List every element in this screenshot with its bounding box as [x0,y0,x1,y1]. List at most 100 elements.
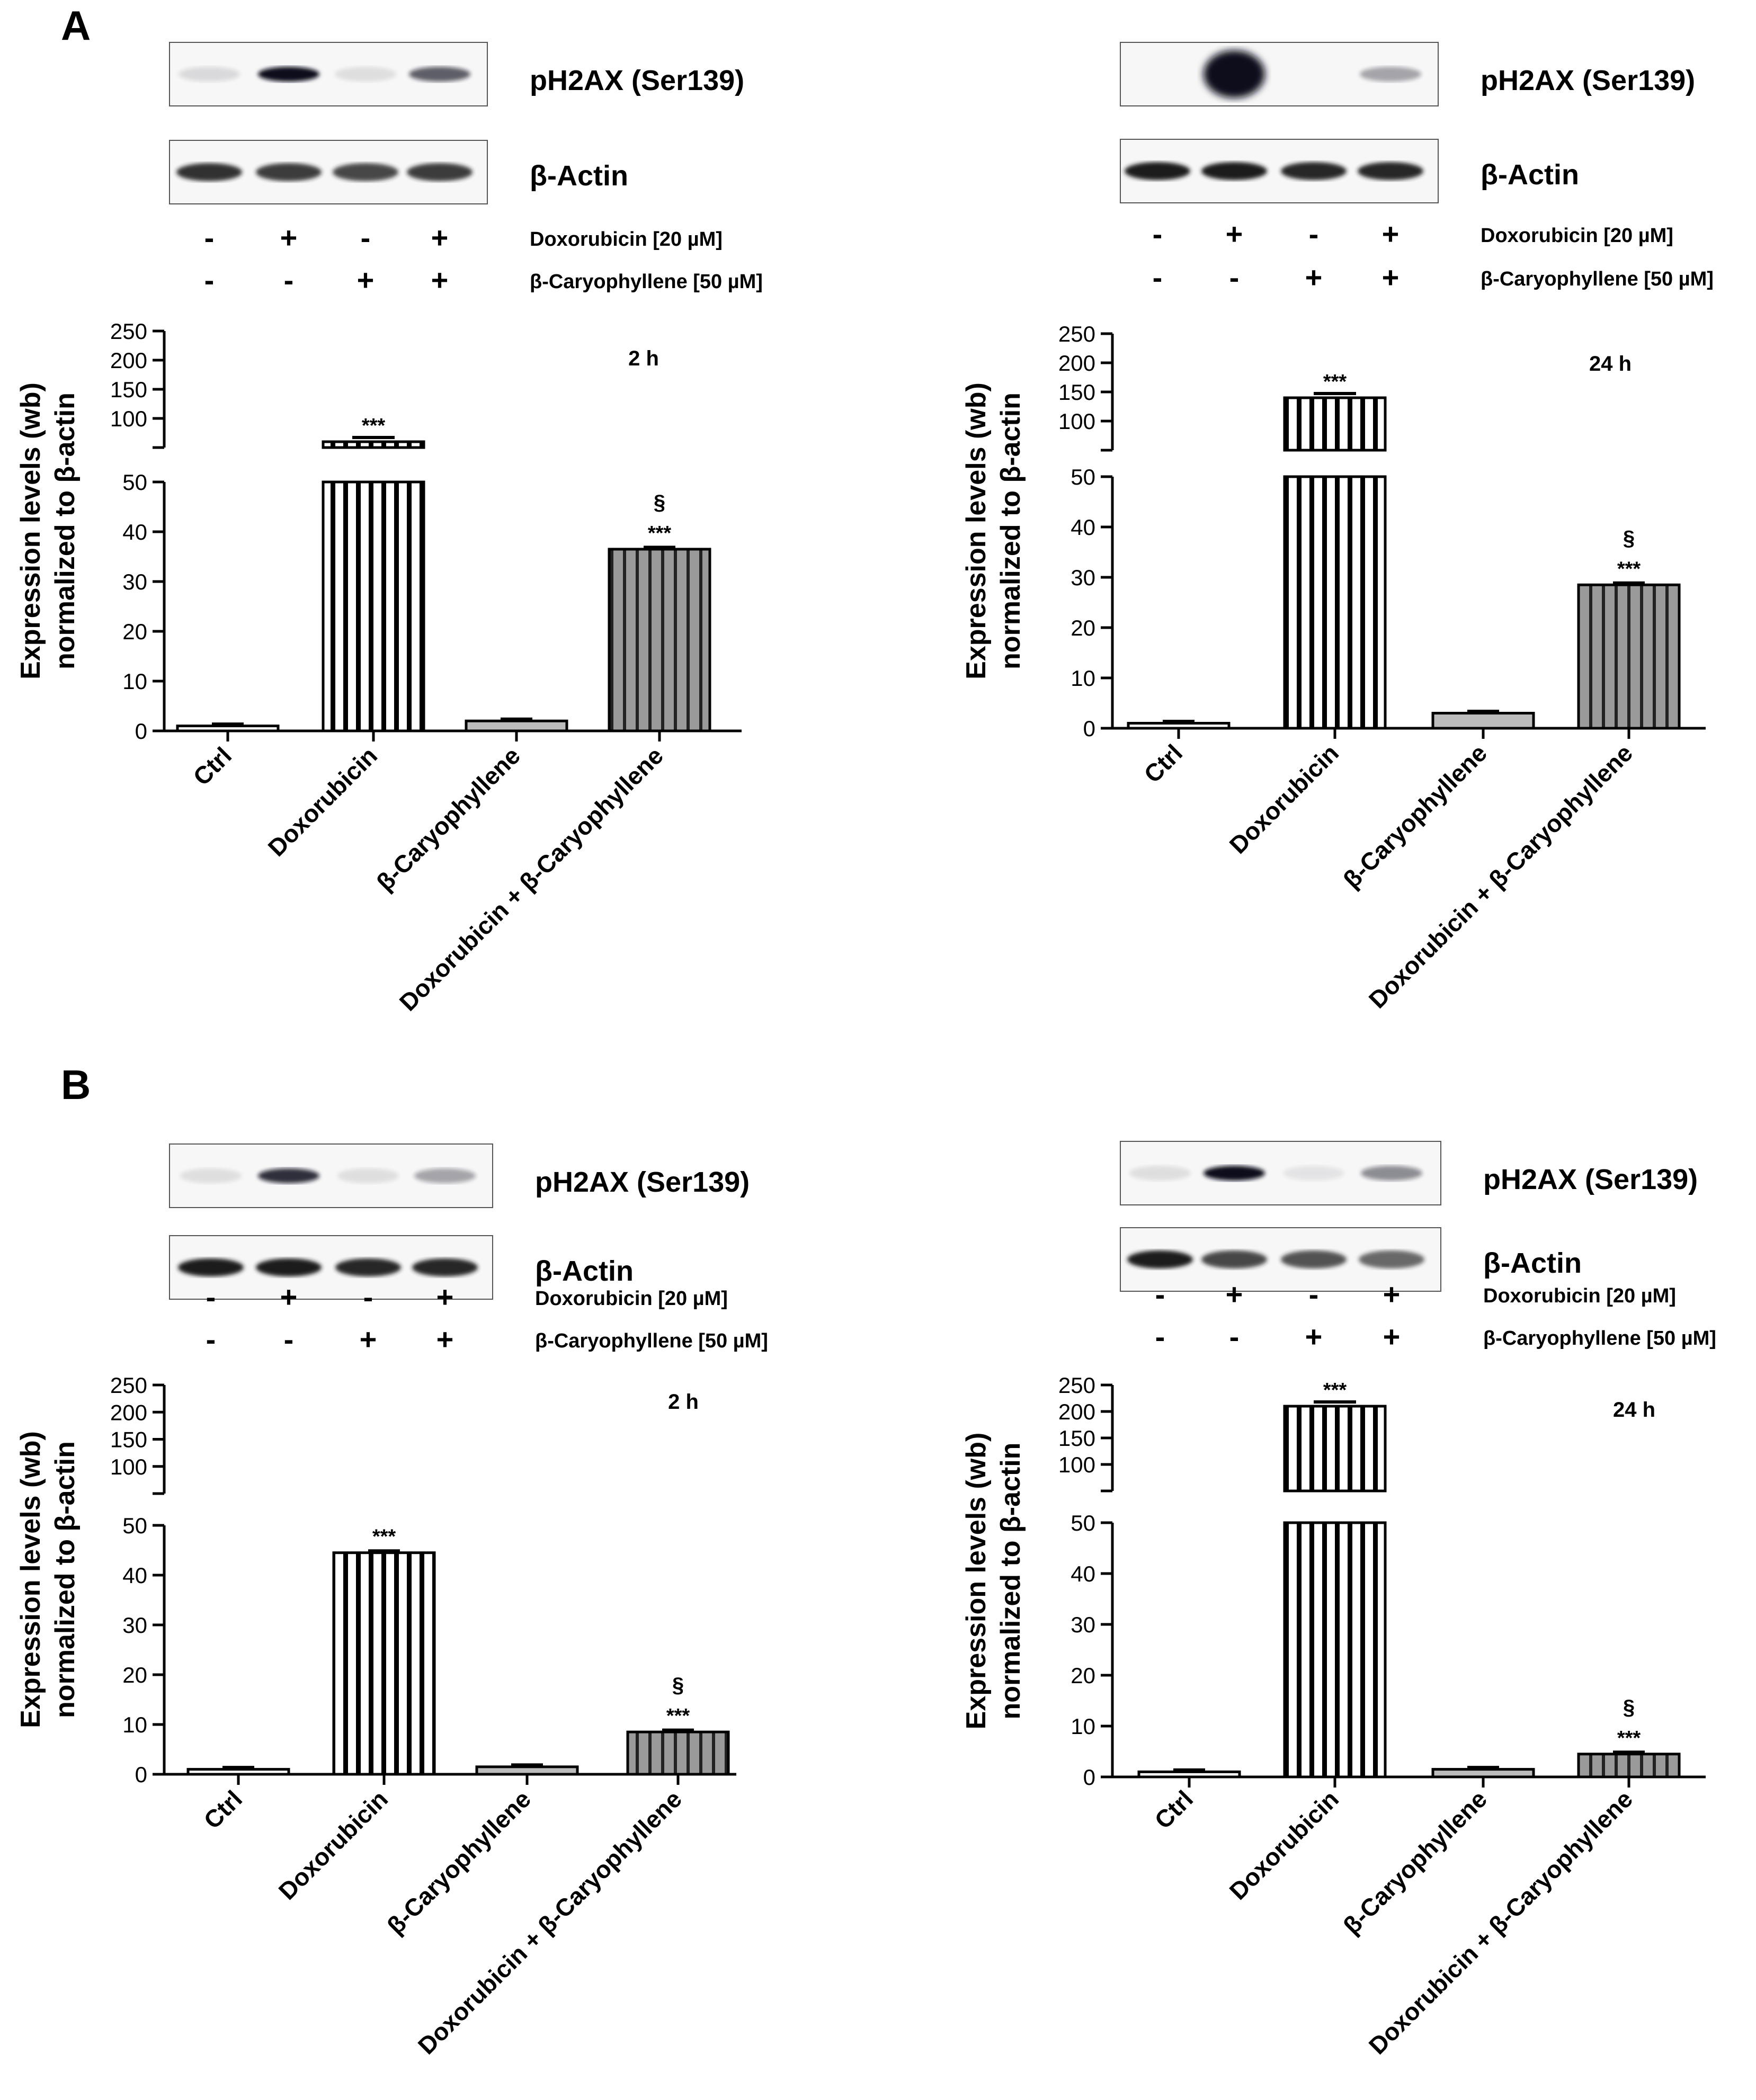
blot-b-2h-sign-row2: - [284,1322,294,1356]
bar-3 [1577,583,1681,730]
blot-b-24h-phospho-band [1204,1166,1265,1181]
blot-b-2h-treatment2-label: β-Caryophyllene [50 µM] [535,1330,768,1352]
blot-a-24h-actin-band [1201,162,1267,180]
y-tick-label: 200 [110,348,147,373]
blot-b-24h-phospho-band [1283,1166,1344,1181]
blot-a-24h-treatment1-label: Doxorubicin [20 µM] [1481,225,1673,247]
blot-a-2h-actin-band [256,163,322,181]
blot-b-2h-actin-band [178,1258,244,1276]
blot-b-24h-treatment1-label: Doxorubicin [20 µM] [1483,1285,1676,1307]
y-tick-label: 100 [110,1454,147,1479]
panel-label-a: A [61,2,91,49]
blot-a-2h-sign-row2: + [431,263,449,297]
blot-a-24h-treatment2-label: β-Caryophyllene [50 µM] [1481,268,1714,290]
y-tick-label: 0 [135,719,147,744]
blot-a-2h: pH2AX (Ser139) β-Actin Doxorubicin [20 µM]… [169,42,763,297]
category-label: Doxorubicin + β-Caryophyllene [1363,1785,1638,2059]
blot-a-24h-sign-row2: + [1382,261,1400,294]
y-tick-label: 30 [122,1613,147,1638]
blot-b-2h-phospho-band [258,1168,319,1183]
y-tick-label: 50 [1071,1511,1095,1535]
y-axis-label: Expression levels (wb) [15,382,46,680]
significance-stars: *** [1323,1379,1347,1401]
y-tick-label: 200 [1058,1399,1095,1424]
blot-b-24h-actin-label: β-Actin [1483,1247,1582,1279]
blot-a-2h-sign-row1: - [361,221,371,254]
blot-a-2h-sign-row1: + [280,221,298,254]
blot-b-2h-sign-row1: + [436,1280,454,1313]
blot-a-2h-treatment2-label: β-Caryophyllene [50 µM] [530,271,763,293]
y-axis-label-line2: normalized to β-actin [50,392,81,669]
timepoint-label: 24 h [1613,1398,1655,1422]
category-label: Doxorubicin [263,741,383,862]
panel-label-b: B [61,1061,91,1108]
category-label: β-Caryophyllene [381,1785,536,1940]
blot-a-2h-sign-row2: - [284,263,294,297]
blot-b-2h-sign-row1: + [280,1280,298,1313]
bar-2 [475,1765,579,1776]
y-tick-label: 250 [1058,321,1095,346]
blot-a-24h-actin-band [1125,162,1190,180]
y-tick-label: 50 [122,1513,147,1538]
blot-a-24h-sign-row1: + [1226,217,1243,251]
blot-b-2h-phospho-band [414,1168,476,1183]
y-tick-label: 100 [1058,409,1095,434]
y-tick-label: 150 [110,1427,147,1452]
y-tick-label: 150 [1058,1426,1095,1451]
blot-a-2h-sign-row1: - [204,221,215,254]
bar-3 [1577,1753,1681,1779]
category-label: Doxorubicin + β-Caryophyllene [394,741,668,1016]
blot-a-24h-actin-band [1281,162,1347,180]
blot-a-24h-sign-row2: - [1153,261,1163,294]
y-axis-label: Expression levels (wb) [15,1431,46,1728]
category-label: Doxorubicin [273,1785,394,1905]
bar-3 [608,548,711,732]
blot-a-24h: pH2AX (Ser139) β-Actin Doxorubicin [20 µM]… [1120,42,1714,294]
blot-b-24h-phospho-label: pH2AX (Ser139) [1483,1164,1698,1195]
bar-0 [186,1768,290,1776]
y-tick-label: 0 [135,1762,147,1787]
blot-b-2h-sign-row2: + [360,1322,377,1356]
blot-b-2h-phospho-band [180,1168,242,1183]
category-label: Ctrl [1149,1785,1198,1834]
blot-a-24h-phospho-label: pH2AX (Ser139) [1481,65,1695,96]
y-tick-label: 50 [1071,464,1095,489]
y-tick-label: 40 [122,1563,147,1588]
blot-b-2h-phospho-band [337,1168,399,1183]
blot-b-24h-actin-band [1201,1250,1267,1268]
blot-b-24h-phospho-band [1361,1166,1422,1181]
y-tick-label: 40 [1071,1561,1095,1586]
blot-a-2h-phospho-band [335,67,396,82]
y-tick-label: 40 [122,520,147,544]
y-tick-label: 20 [1071,1663,1095,1688]
blot-b-2h-treatment1-label: Doxorubicin [20 µM] [535,1288,728,1310]
timepoint-label: 2 h [628,347,659,370]
blot-a-2h-actin-band [333,163,398,181]
blot-b-2h-sign-row2: - [206,1322,216,1356]
significance-stars: *** [666,1705,690,1727]
blot-b-24h-sign-row2: - [1229,1320,1240,1353]
y-tick-label: 30 [122,569,147,594]
blot-a-2h-sign-row2: - [204,263,215,297]
blot-b-24h-sign-row1: + [1383,1277,1401,1311]
significance-section-mark: § [1623,526,1635,550]
blot-a-2h-treatment1-label: Doxorubicin [20 µM] [530,228,723,251]
blot-a-2h-actin-band [407,163,473,181]
bar-2 [1431,712,1535,730]
blot-b-24h-actin-band [1359,1250,1424,1268]
bar-3 [626,1730,730,1776]
category-label: Doxorubicin + β-Caryophyllene [1363,739,1638,1013]
blot-a-2h-sign-row2: + [357,263,375,297]
bar-0 [176,725,280,732]
blot-a-2h-sign-row1: + [431,221,449,254]
blot-b-2h-actin-label: β-Actin [535,1255,634,1287]
category-label: Doxorubicin + β-Caryophyllene [413,1785,687,2059]
significance-stars: *** [648,522,672,544]
significance-stars: *** [1323,371,1347,393]
bar-0 [1127,722,1231,730]
blot-a-24h-phospho-band [1204,50,1265,98]
category-label: β-Caryophyllene [1338,739,1492,893]
blot-b-24h-sign-row1: - [1309,1277,1319,1311]
